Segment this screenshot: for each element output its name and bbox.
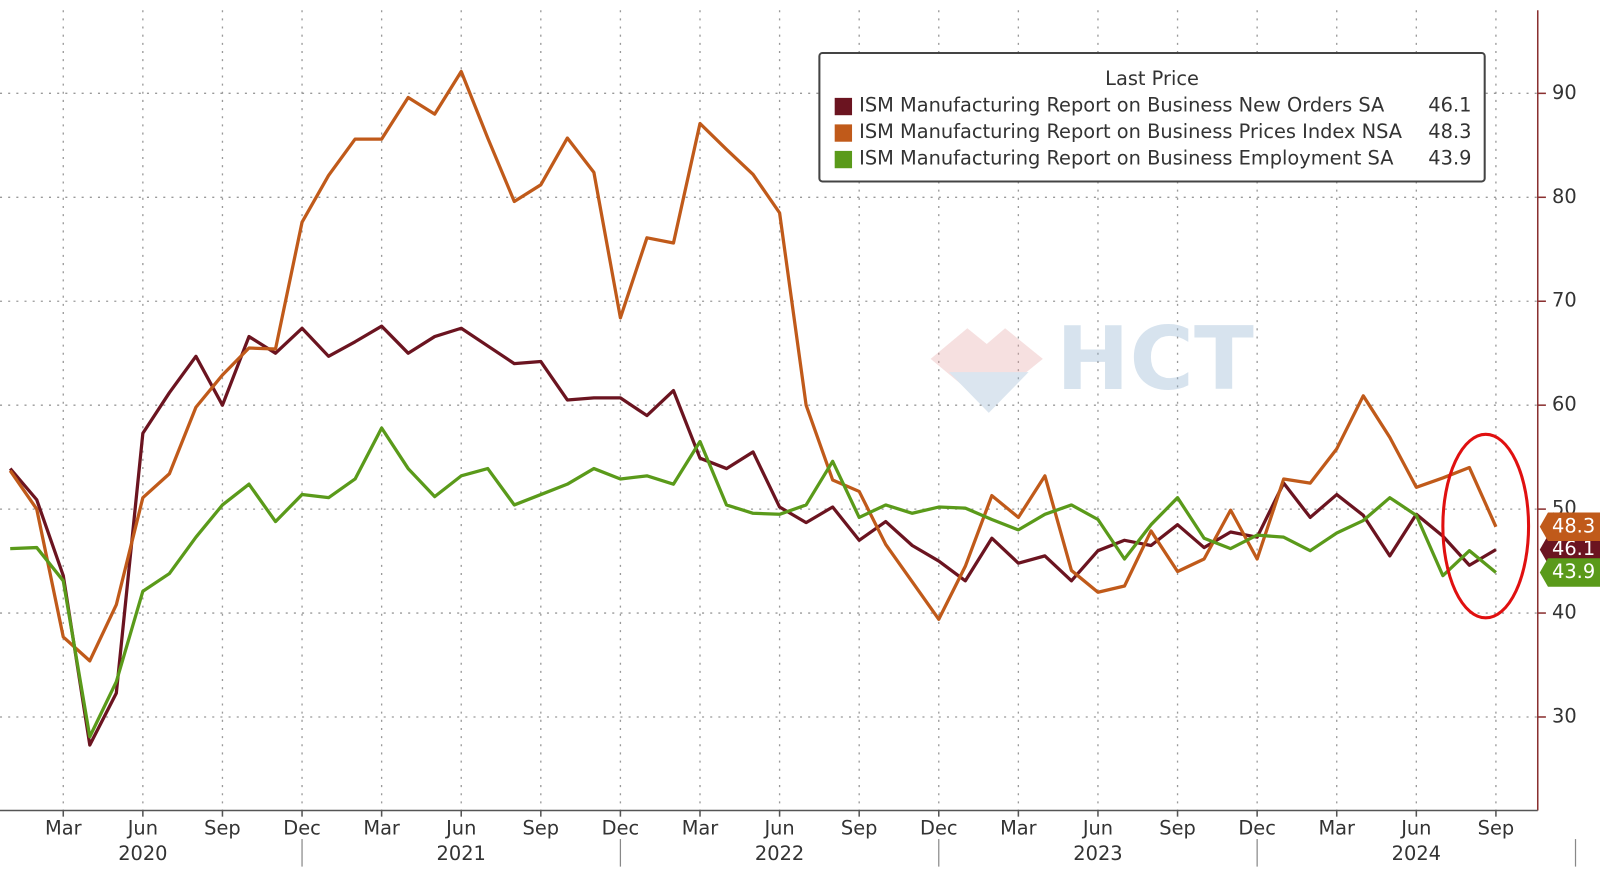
- legend-title: Last Price: [1105, 67, 1199, 90]
- x-tick-label: Jun: [763, 816, 794, 839]
- x-tick-label: Dec: [602, 816, 639, 839]
- x-tick-label: Jun: [1400, 816, 1431, 839]
- legend-label: ISM Manufacturing Report on Business New…: [859, 94, 1385, 117]
- y-tick-label: 70: [1552, 289, 1577, 312]
- y-tick-label: 60: [1552, 393, 1577, 416]
- x-tick-label: Sep: [1159, 816, 1196, 839]
- y-tick-label: 90: [1552, 81, 1577, 104]
- x-tick-label: Mar: [1000, 816, 1037, 839]
- value-tag: [1539, 512, 1600, 542]
- y-tick-label: 40: [1552, 601, 1577, 624]
- x-tick-label: Sep: [841, 816, 878, 839]
- series-line: [8, 69, 1498, 663]
- watermark-text: HCT: [1056, 308, 1254, 410]
- x-tick-label: Dec: [920, 816, 957, 839]
- grid: [0, 10, 1538, 811]
- x-tick-label: Dec: [1238, 816, 1275, 839]
- legend-value: 43.9: [1428, 147, 1471, 170]
- legend-items: ISM Manufacturing Report on Business New…: [834, 94, 1471, 170]
- legend-swatch: [834, 124, 853, 142]
- y-tick-label: 30: [1552, 704, 1577, 727]
- tags: 46.148.3 43.9: [1539, 512, 1600, 587]
- legend-box: [818, 51, 1486, 183]
- value-tag-label: 43.9: [1552, 560, 1595, 583]
- x-tick-label: Jun: [445, 816, 476, 839]
- year-label: 2020: [118, 842, 167, 865]
- value-tag: [1539, 558, 1600, 587]
- lines: [8, 69, 1498, 747]
- watermark: HCT: [930, 308, 1254, 413]
- x-tick-label: Mar: [363, 816, 400, 839]
- x-tick-label: Sep: [523, 816, 560, 839]
- legend-label: ISM Manufacturing Report on Business Pri…: [859, 120, 1403, 143]
- value-tag-label: 48.3: [1552, 514, 1595, 537]
- year-label: 2021: [437, 842, 486, 865]
- series-line: [10, 426, 1497, 739]
- legend-label: ISM Manufacturing Report on Business Emp…: [859, 147, 1394, 170]
- highlight-ellipse: [1441, 432, 1531, 620]
- legend-swatch: [834, 97, 853, 116]
- year-label: 2023: [1073, 842, 1122, 865]
- x-tick-label: Jun: [1082, 816, 1113, 839]
- x-tick-label: Mar: [1318, 816, 1355, 839]
- legend-swatch: [834, 150, 853, 169]
- series-line: [8, 324, 1497, 747]
- legend-value: 48.3: [1428, 120, 1471, 143]
- value-tag: [1539, 535, 1600, 564]
- x-tick-label: Mar: [682, 816, 719, 839]
- x-tick-label: Mar: [45, 816, 82, 839]
- x-tick-label: Dec: [283, 816, 320, 839]
- year-label: 2022: [755, 842, 804, 865]
- y-tick-label: 80: [1552, 185, 1577, 208]
- x-tick-label: Sep: [204, 816, 241, 839]
- value-tag-label: 46.1: [1552, 537, 1595, 560]
- x-tick-label: Sep: [1478, 816, 1515, 839]
- legend-value: 46.1: [1428, 94, 1471, 117]
- x-tick-label: Jun: [127, 816, 158, 839]
- legend: Last Price ISM Manufacturing Report on B…: [818, 51, 1486, 183]
- year-label: 2024: [1392, 842, 1441, 865]
